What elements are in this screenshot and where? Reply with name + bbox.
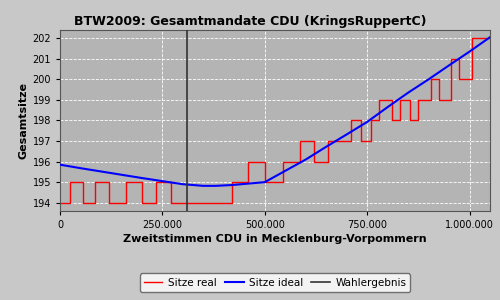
Sitze ideal (98, 170, 104, 173)
Sitze real (168, 201, 173, 205)
Sitze ideal (405, 91, 411, 94)
Sitze ideal (212, 184, 218, 188)
Sitze ideal (446, 64, 452, 67)
Text: BTW2009: Gesamtmandate CDU (KringsRuppertC): BTW2009: Gesamtmandate CDU (KringsRupper… (74, 15, 426, 28)
Sitze real (358, 119, 364, 122)
Sitze ideal (323, 145, 329, 148)
Sitze ideal (180, 182, 186, 186)
Sitze ideal (282, 169, 288, 172)
Sitze ideal (364, 120, 370, 124)
Sitze ideal (466, 50, 472, 53)
Legend: Sitze real, Sitze ideal, Wahlergebnis: Sitze real, Sitze ideal, Wahlergebnis (140, 274, 410, 292)
Sitze ideal (246, 182, 252, 185)
Sitze ideal (384, 105, 390, 109)
Sitze ideal (426, 77, 432, 81)
Sitze ideal (139, 176, 145, 180)
Sitze ideal (229, 183, 235, 187)
Sitze ideal (160, 179, 166, 183)
Sitze ideal (78, 167, 84, 170)
Sitze ideal (487, 35, 493, 39)
Sitze real (92, 201, 98, 205)
Line: Sitze ideal: Sitze ideal (60, 37, 490, 186)
Sitze ideal (57, 163, 63, 166)
Sitze ideal (262, 180, 268, 184)
Sitze real (487, 36, 493, 40)
Y-axis label: Gesamtsitze: Gesamtsitze (18, 82, 28, 159)
Sitze ideal (118, 173, 124, 176)
Sitze ideal (302, 158, 308, 161)
X-axis label: Zweitstimmen CDU in Mecklenburg-Vorpommern: Zweitstimmen CDU in Mecklenburg-Vorpomme… (123, 234, 427, 244)
Sitze real (139, 201, 145, 205)
Sitze real (57, 201, 63, 205)
Sitze real (468, 36, 474, 40)
Sitze ideal (344, 133, 349, 136)
Sitze real (311, 160, 317, 164)
Line: Sitze real: Sitze real (60, 38, 490, 203)
Sitze real (436, 77, 442, 81)
Sitze ideal (200, 184, 206, 188)
